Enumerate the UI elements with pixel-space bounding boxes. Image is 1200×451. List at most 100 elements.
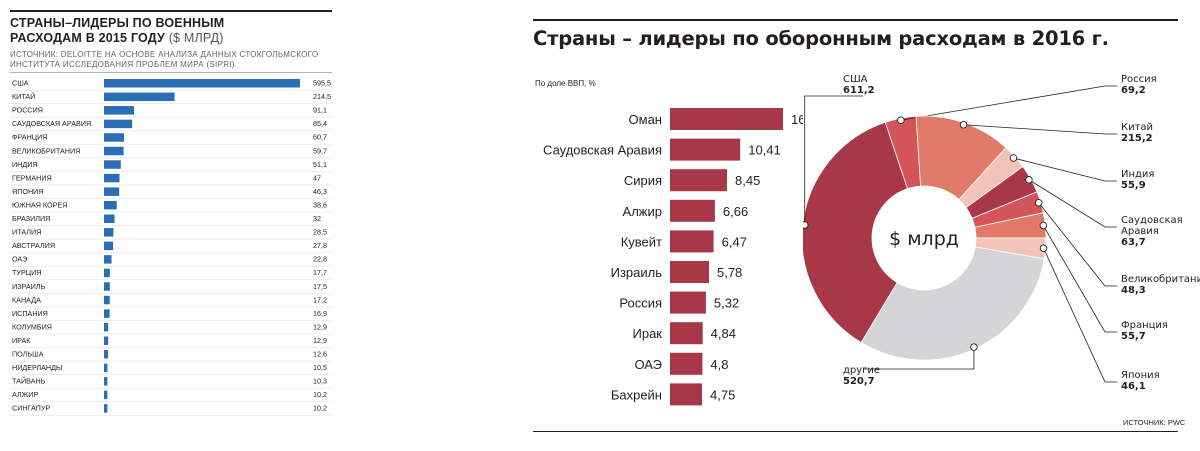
gdp-bar-category-label: Кувейт [621, 234, 662, 249]
gdp-bar [670, 261, 709, 283]
left-bar [104, 173, 120, 183]
gdp-bar [670, 169, 727, 192]
donut-slice-value-label: 215,2 [1121, 133, 1153, 144]
left-bar [104, 336, 109, 345]
donut-slice-name-label: Великобритания [1121, 274, 1200, 285]
left-bar-value-label: 47 [313, 173, 321, 182]
left-bar-category-label: СИНГАПУР [12, 404, 50, 413]
donut-leader-line [1043, 248, 1117, 383]
left-bar-category-label: РОССИЯ [12, 106, 43, 115]
gdp-bar-value-label: 5,32 [714, 296, 739, 311]
donut-leader-marker [897, 116, 905, 124]
left-bar-value-label: 32 [313, 214, 321, 223]
left-bar [104, 377, 108, 386]
right-chart-source: ИСТОЧНИК: PWC [1123, 418, 1186, 427]
left-bar [104, 228, 114, 237]
left-bar [104, 255, 112, 264]
gdp-bar-category-label: Алжир [623, 204, 662, 219]
left-bar-category-label: ИТАЛИЯ [12, 228, 41, 237]
gdp-bar-category-label: Бахрейн [611, 387, 662, 402]
left-bar-category-label: ИСПАНИЯ [12, 309, 48, 318]
left-bar-category-label: КИТАЙ [12, 92, 35, 101]
left-bar [104, 106, 134, 115]
donut-leader-line [1038, 202, 1117, 287]
left-bar-category-label: ГЕРМАНИЯ [12, 173, 52, 182]
left-bar-value-label: 10,5 [313, 363, 327, 372]
donut-leader-line [804, 95, 863, 225]
right-chart-title: Страны – лидеры по оборонным расходам в … [533, 27, 1109, 50]
gdp-bar-category-label: Саудовская Аравия [543, 143, 662, 158]
left-bar [104, 322, 109, 332]
left-bar [104, 309, 110, 318]
gdp-chart-subtitle: По доле ВВП, % [535, 79, 596, 88]
gdp-bar [670, 199, 715, 222]
donut-leader-marker [1039, 244, 1048, 252]
donut-slice-value-label: 55,7 [1121, 331, 1146, 342]
donut-leader-marker [803, 221, 809, 229]
donut-slice-value-label: 48,3 [1121, 285, 1146, 296]
left-bar [104, 200, 117, 210]
left-bar-value-label: 91,1 [313, 106, 327, 115]
left-bar-value-label: 595,5 [313, 79, 331, 88]
donut-leader-marker [1009, 154, 1018, 162]
left-bar-category-label: ТАЙВАНЬ [12, 377, 46, 386]
gdp-bar [670, 322, 703, 345]
left-bar-category-label: САУДОВСКАЯ АРАВИЯ [12, 119, 91, 128]
donut-leader-line [1043, 225, 1117, 333]
gdp-bar [670, 291, 706, 314]
gdp-bar-value-label: 10,41 [748, 143, 781, 158]
donut-slice-name-label: Франция [1121, 320, 1168, 331]
left-bar [104, 404, 108, 413]
donut-slice-value-label: 55,9 [1121, 180, 1146, 191]
donut-slice-name-label: другие [843, 365, 880, 376]
gdp-share-bar-chart: По доле ВВП, % Оман 16,75 Саудовская Аравия… [535, 79, 803, 406]
left-bar-value-label: 59,7 [313, 146, 327, 155]
left-bar-category-label: ИРАК [12, 336, 31, 345]
left-title-line1: СТРАНЫ–ЛИДЕРЫ ПО ВОЕННЫМ [10, 16, 225, 30]
left-bar [104, 214, 115, 223]
left-bar-category-label: США [12, 79, 29, 88]
donut-slice-value-label: 69,2 [1121, 85, 1146, 96]
left-source-line1: ИСТОЧНИК: DELOITTE НА ОСНОВЕ АНАЛИЗА ДАН… [10, 50, 319, 59]
gdp-bar [670, 108, 783, 130]
donut-leader-marker [959, 120, 968, 129]
left-bar [104, 268, 110, 278]
left-bar [104, 146, 124, 156]
donut-leader-line [963, 124, 1117, 135]
gdp-bar [670, 138, 741, 161]
donut-slice-name-label: Китай [1121, 122, 1153, 133]
left-bar-category-label: ТУРЦИЯ [12, 268, 41, 277]
left-bar-category-label: ПОЛЬША [12, 350, 44, 359]
left-bar-category-label: ИНДИЯ [12, 160, 38, 169]
gdp-bar-value-label: 6,66 [723, 204, 748, 219]
left-bar-value-label: 10,2 [313, 404, 327, 413]
left-chart-source: ИСТОЧНИК: DELOITTE НА ОСНОВЕ АНАЛИЗА ДАН… [10, 50, 330, 70]
donut-slice-name-label: Аравия [1121, 226, 1159, 237]
left-bar-value-label: 12,6 [313, 350, 327, 359]
left-top-rule [10, 10, 332, 12]
left-bar-value-label: 28,5 [313, 228, 327, 237]
gdp-bar-category-label: Израиль [611, 265, 663, 280]
donut-leader-marker [1034, 199, 1043, 207]
left-bar-value-label: 12,9 [313, 336, 327, 345]
gdp-bar [670, 383, 702, 406]
left-bar [104, 160, 121, 169]
donut-leader-marker [1039, 221, 1048, 230]
left-bar-value-label: 17,5 [313, 282, 327, 291]
gdp-bar-category-label: Россия [619, 296, 662, 311]
right-bottom-rule [533, 431, 1178, 432]
left-bar-value-label: 17,2 [313, 295, 327, 304]
left-bar-value-label: 17,7 [313, 268, 327, 277]
left-bar-value-label: 214,5 [313, 92, 331, 101]
left-source-rule [10, 72, 332, 73]
donut-slice [803, 121, 909, 344]
left-bar [104, 363, 108, 373]
donut-slice-value-label: 611,2 [843, 85, 875, 96]
left-bar-value-label: 16,9 [313, 309, 327, 318]
left-bar-value-label: 10,2 [313, 390, 327, 399]
gdp-bar-value-label: 8,45 [735, 173, 760, 188]
donut-leader-marker [1025, 176, 1033, 184]
left-bar [104, 133, 124, 142]
donut-slice-name-label: Япония [1121, 370, 1160, 381]
